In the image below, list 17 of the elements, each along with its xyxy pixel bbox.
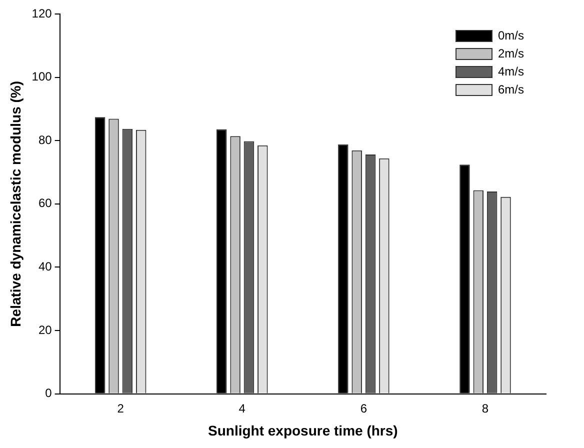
y-tick-label: 60 xyxy=(38,196,52,210)
y-tick-label: 100 xyxy=(32,70,52,84)
y-tick-label: 0 xyxy=(45,386,52,400)
legend-label: 2m/s xyxy=(498,46,524,60)
x-tick-label: 6 xyxy=(360,401,368,416)
x-axis-title: Sunlight exposure time (hrs) xyxy=(208,422,398,438)
x-tick-label: 2 xyxy=(117,401,124,416)
y-tick-label: 20 xyxy=(38,322,52,337)
legend-label: 0m/s xyxy=(498,28,524,42)
y-axis-title: Relative dynamicelastic modulus (%) xyxy=(7,80,24,327)
y-tick-label: 40 xyxy=(38,260,52,274)
y-tick-label: 80 xyxy=(38,132,52,147)
y-tick-label: 120 xyxy=(32,6,52,20)
legend-label: 6m/s xyxy=(498,82,524,96)
x-tick-label: 4 xyxy=(238,401,246,416)
x-tick-label: 8 xyxy=(482,401,489,416)
legend-label: 4m/s xyxy=(498,64,524,78)
